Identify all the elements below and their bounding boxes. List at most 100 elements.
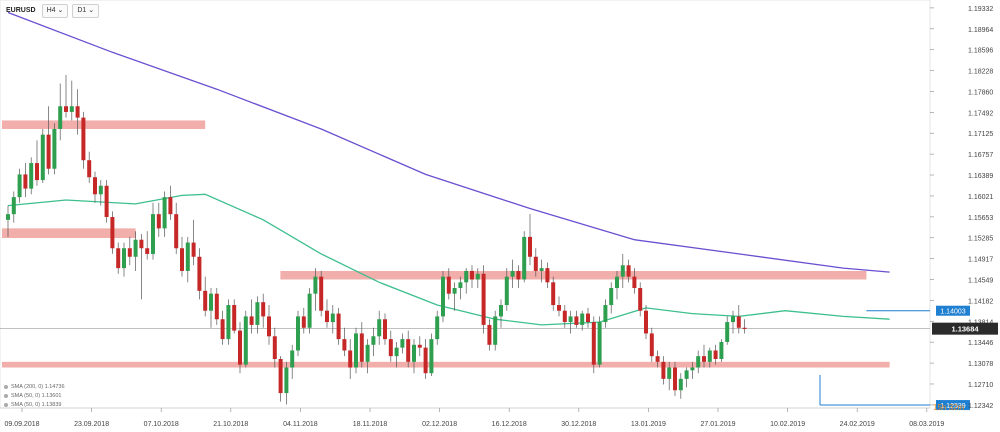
y-tick-label: 1.18596	[968, 48, 993, 55]
sma-200-line	[7, 11, 890, 273]
candle	[29, 157, 34, 195]
candle-body	[348, 350, 353, 368]
candle	[423, 339, 428, 379]
y-tick-label: 1.16389	[968, 173, 993, 180]
candle	[400, 333, 405, 354]
candle-body	[46, 134, 51, 169]
candle-body	[684, 370, 689, 379]
candle-body	[319, 276, 324, 311]
candle	[145, 231, 150, 260]
candle	[156, 202, 161, 237]
candle-body	[528, 236, 532, 257]
y-tick-label: 1.15285	[968, 236, 993, 243]
candle-body	[638, 288, 643, 311]
candle-body	[429, 339, 434, 374]
candle	[98, 180, 103, 206]
candle-body	[162, 197, 167, 229]
candle	[46, 106, 51, 175]
candle-body	[116, 248, 121, 269]
candle-body	[470, 270, 474, 280]
y-tick-label: 1.17125	[968, 131, 993, 138]
candle-body	[325, 310, 329, 323]
candle-body	[383, 319, 387, 340]
candle	[638, 282, 643, 317]
candle-body	[243, 316, 248, 365]
candle	[284, 361, 289, 405]
candle-body	[406, 339, 411, 362]
legend-item[interactable]: SMA (50, 0) 1.13601	[4, 392, 65, 401]
candle	[551, 276, 556, 311]
x-tick-label: 30.12.2018	[561, 421, 596, 428]
eye-icon[interactable]	[4, 393, 8, 398]
candle-body	[464, 270, 469, 283]
candle	[226, 299, 231, 345]
candle-body	[516, 270, 521, 280]
candle	[533, 248, 538, 277]
candle	[249, 299, 254, 334]
candle-body	[452, 288, 457, 294]
candle	[731, 310, 735, 334]
candle-body	[458, 282, 463, 289]
candle-body	[98, 185, 103, 195]
candle-body	[127, 248, 132, 257]
candle-body	[545, 268, 550, 283]
candle	[214, 288, 219, 325]
candle-body	[278, 358, 283, 394]
candle-body	[644, 310, 648, 334]
eye-icon[interactable]	[4, 384, 8, 389]
candle	[359, 322, 364, 368]
candle-body	[377, 319, 382, 337]
candle-body	[742, 327, 747, 329]
candle	[232, 299, 237, 334]
candle-body	[255, 302, 260, 325]
timeframe-select-h4[interactable]: H4 ⌄	[41, 4, 69, 18]
candle	[702, 344, 706, 368]
candle-body	[29, 163, 34, 189]
x-tick-label: 13.01.2019	[631, 421, 666, 428]
candle-body	[499, 305, 503, 317]
candle	[371, 327, 376, 357]
candle	[58, 83, 63, 141]
eye-icon[interactable]	[4, 402, 8, 407]
candle-body	[180, 248, 184, 271]
candle	[133, 231, 138, 271]
x-tick-label: 27.01.2019	[700, 421, 735, 428]
candle	[499, 299, 503, 328]
chart-toolbar: EURUSD H4 ⌄ D1 ⌄	[4, 4, 100, 18]
candle-body	[493, 316, 498, 345]
candle-body	[359, 333, 364, 362]
candle-body	[678, 378, 683, 391]
candle-body	[725, 322, 730, 342]
candle-body	[719, 341, 724, 359]
candle-body	[139, 239, 144, 249]
candle-body	[238, 330, 242, 365]
candle	[464, 268, 469, 294]
candle-body	[551, 282, 556, 306]
timeframe-select-d1[interactable]: D1 ⌄	[72, 4, 100, 18]
candle-body	[69, 106, 74, 112]
candle	[87, 151, 92, 183]
candle-body	[620, 265, 625, 277]
candle	[452, 282, 457, 311]
candle	[23, 163, 28, 198]
candle	[278, 356, 283, 402]
legend-item[interactable]: SMA (50, 0) 1.13839	[4, 401, 65, 410]
candle	[603, 299, 608, 328]
y-tick-label: 1.13446	[968, 340, 993, 347]
candle	[325, 299, 329, 328]
candle	[574, 310, 579, 328]
candle-body	[539, 268, 544, 271]
candle	[580, 310, 585, 331]
candle-body	[423, 347, 428, 374]
candle	[684, 367, 689, 388]
symbol-label: EURUSD	[6, 7, 36, 14]
candle	[696, 350, 701, 374]
candle-body	[151, 214, 155, 254]
candle-body	[313, 276, 318, 294]
legend-item[interactable]: SMA (200, 0) 1.14736	[4, 383, 65, 392]
candle	[127, 236, 132, 266]
candle	[162, 191, 167, 237]
x-tick-label: 23.09.2018	[74, 421, 109, 428]
candle	[75, 89, 80, 135]
